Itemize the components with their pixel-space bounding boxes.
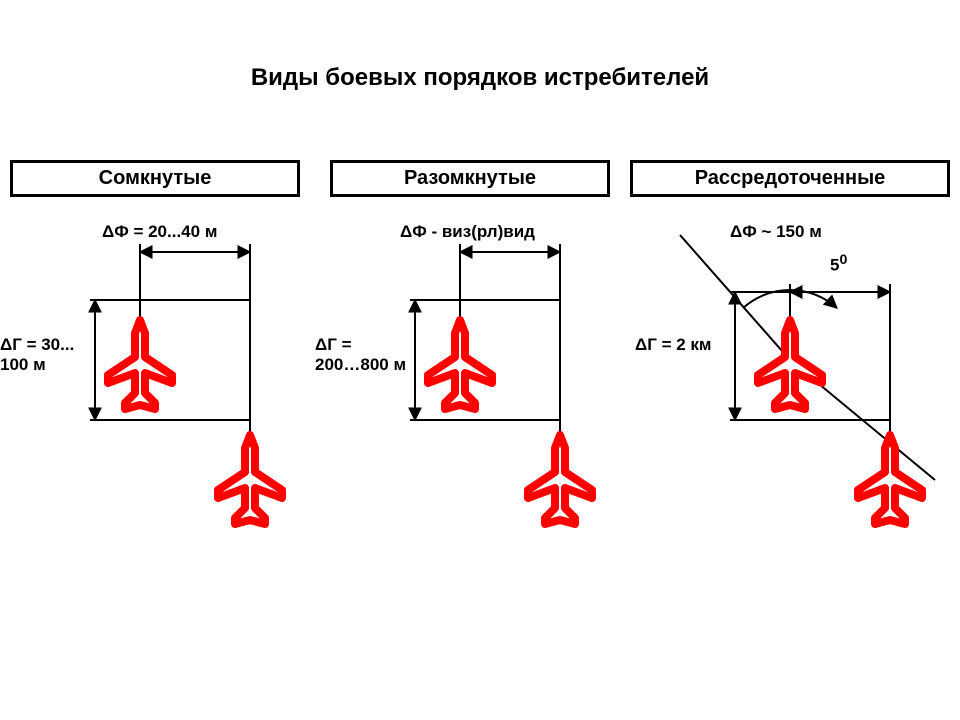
diagram-canvas bbox=[0, 0, 960, 720]
